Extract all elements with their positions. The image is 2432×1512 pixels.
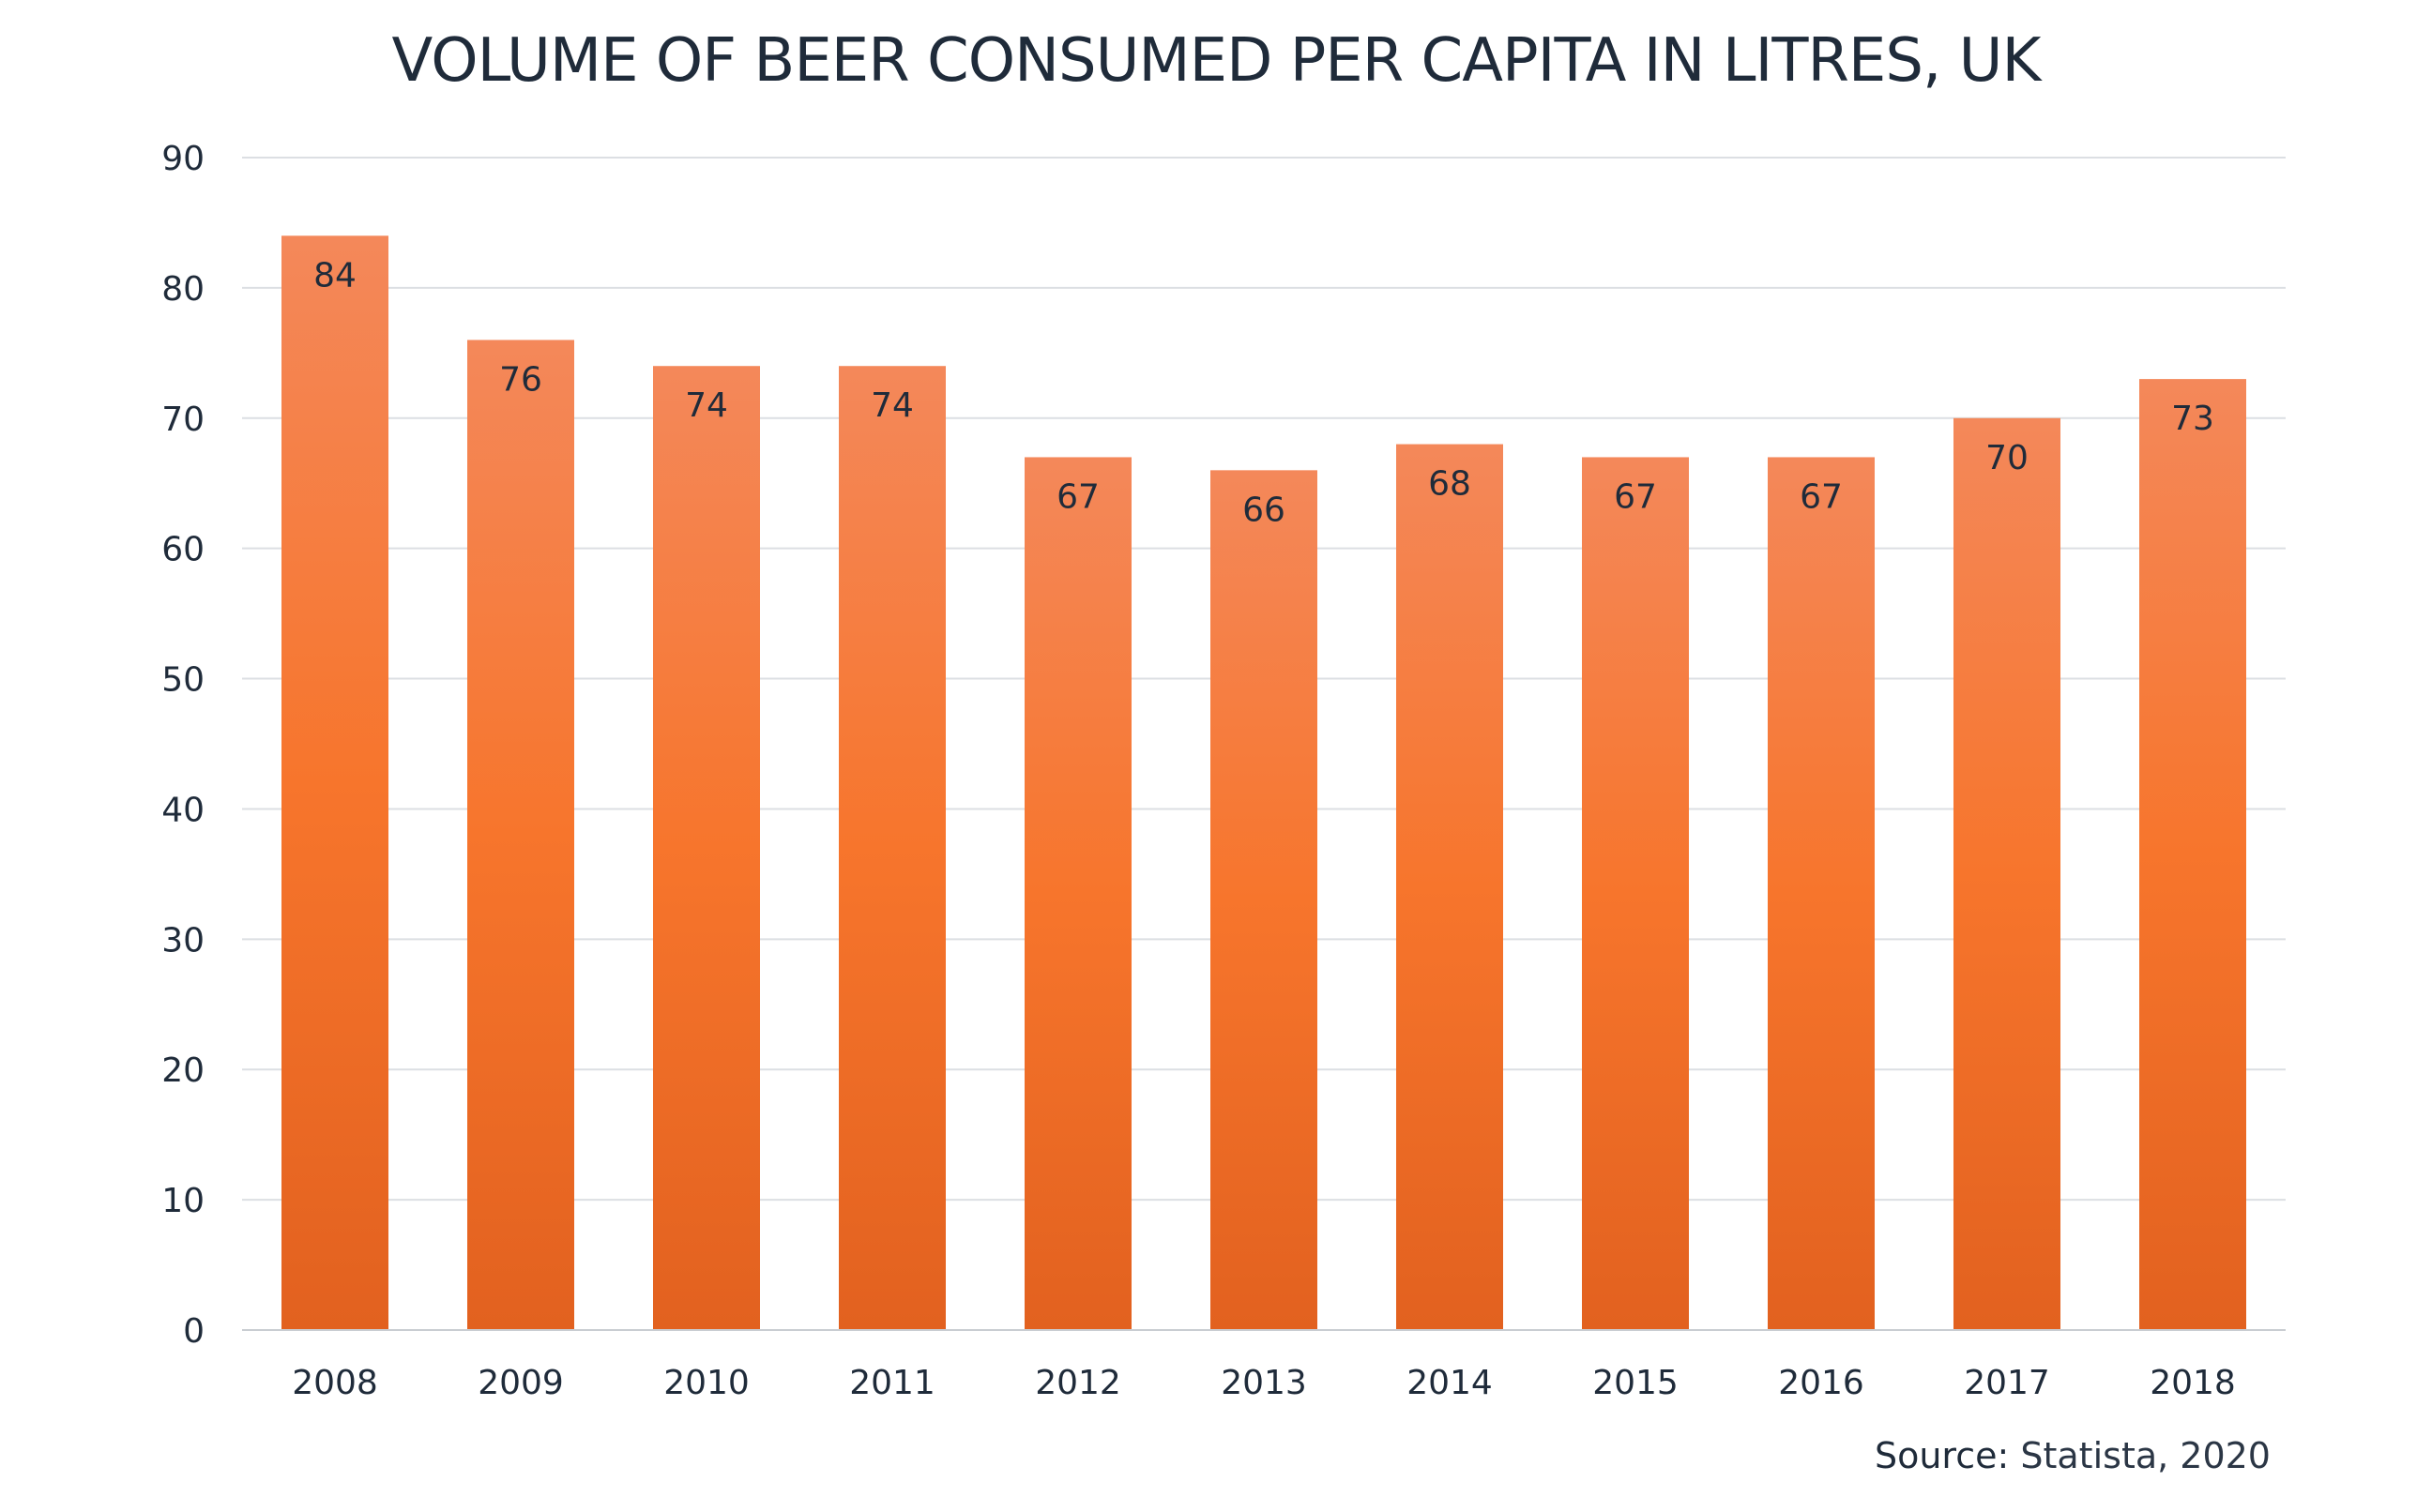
data-label-2008: 84	[313, 256, 357, 295]
y-tick-label-0: 0	[183, 1312, 205, 1351]
bars	[281, 235, 2246, 1331]
source-label: Source:	[1874, 1435, 2010, 1476]
bar-2017	[1953, 417, 2060, 1330]
data-labels: 84 76 74 74 67 66 68 67 67 70 73	[313, 256, 2214, 529]
data-label-2015: 67	[1614, 477, 1657, 516]
data-label-2010: 74	[685, 386, 728, 425]
y-tick-label-60: 60	[161, 531, 205, 569]
data-label-2011: 74	[871, 386, 914, 425]
x-tick-label-2015: 2015	[1592, 1364, 1679, 1402]
bar-2014	[1396, 444, 1503, 1330]
y-tick-label-10: 10	[161, 1182, 205, 1220]
y-tick-label-50: 50	[161, 661, 205, 700]
data-label-2018: 73	[2171, 400, 2214, 438]
source-note: Source: Statista, 2020	[1875, 1435, 2271, 1476]
x-tick-label-2013: 2013	[1221, 1364, 1307, 1402]
source-value: Statista, 2020	[2009, 1435, 2271, 1476]
y-tick-label-30: 30	[161, 921, 205, 960]
x-tick-label-2010: 2010	[663, 1364, 750, 1402]
y-tick-label-20: 20	[161, 1051, 205, 1090]
x-tick-label-2018: 2018	[2150, 1364, 2236, 1402]
bar-2012	[1025, 457, 1132, 1330]
bar-2013	[1210, 470, 1317, 1330]
data-label-2012: 67	[1056, 477, 1100, 516]
bar-2009	[467, 340, 574, 1330]
bar-2015	[1582, 457, 1689, 1330]
data-label-2016: 67	[1800, 477, 1843, 516]
bar-2008	[281, 235, 388, 1330]
x-axis: 2008 2009 2010 2011 2012 2013 2014 2015 2016 2017…	[242, 1329, 2286, 1402]
y-tick-label-70: 70	[161, 401, 205, 439]
x-tick-label-2017: 2017	[1964, 1364, 2050, 1402]
x-tick-label-2012: 2012	[1035, 1364, 1121, 1402]
y-tick-label-80: 80	[161, 270, 205, 309]
chart-title: VOLUME OF BEER CONSUMED PER CAPITA IN LI…	[391, 26, 2042, 96]
bar-2010	[653, 366, 760, 1331]
data-label-2017: 70	[1985, 439, 2029, 477]
y-axis: 0 10 20 30 40 50 60 70 80 90	[161, 140, 205, 1351]
data-label-2014: 68	[1428, 465, 1471, 504]
bar-2011	[839, 366, 946, 1331]
bar-2016	[1768, 457, 1875, 1330]
data-label-2009: 76	[499, 360, 542, 399]
x-tick-label-2009: 2009	[478, 1364, 564, 1402]
x-tick-label-2011: 2011	[849, 1364, 935, 1402]
x-tick-label-2008: 2008	[292, 1364, 378, 1402]
x-tick-label-2016: 2016	[1778, 1364, 1864, 1402]
y-tick-label-90: 90	[161, 140, 205, 178]
data-label-2013: 66	[1242, 491, 1285, 529]
x-tick-label-2014: 2014	[1406, 1364, 1493, 1402]
y-tick-label-40: 40	[161, 791, 205, 829]
bar-2018	[2139, 379, 2246, 1331]
